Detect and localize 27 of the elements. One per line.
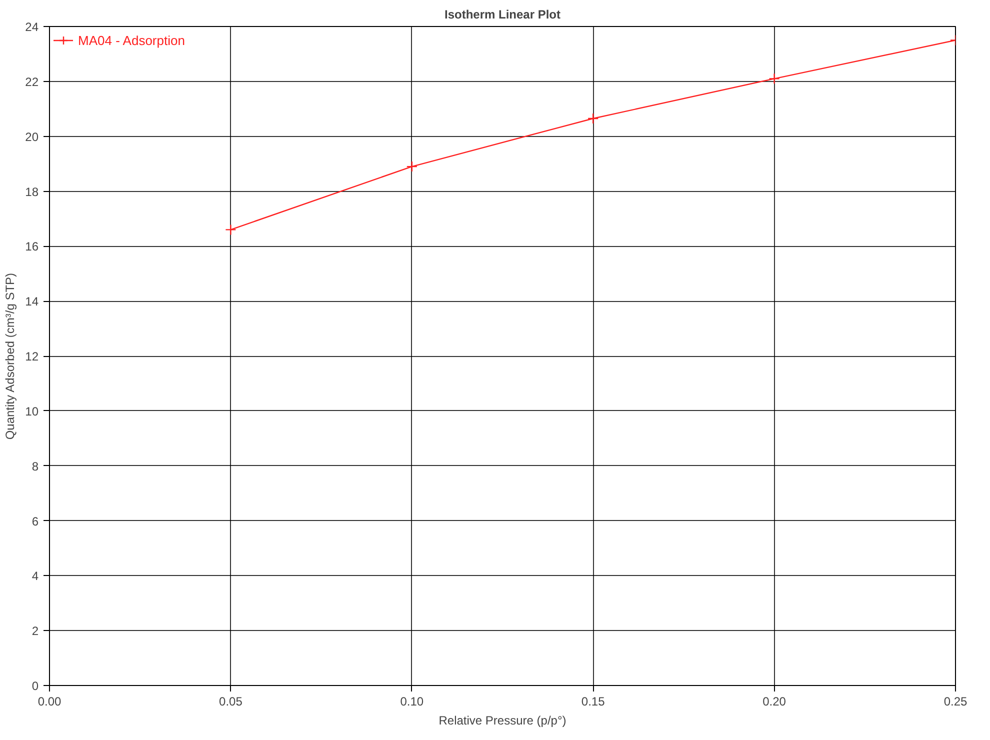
- y-tick-label: 22: [25, 74, 39, 89]
- y-tick-label: 16: [25, 240, 39, 254]
- point: [768, 73, 780, 84]
- y-tick-label: 20: [25, 130, 39, 144]
- y-tick-label: 6: [32, 514, 39, 528]
- x-tick-label: 0.05: [219, 694, 243, 708]
- x-tick-label: 0.15: [581, 694, 606, 708]
- point: [225, 224, 236, 236]
- legend-label: MA04 - Adsorption: [78, 32, 185, 48]
- y-tick-label: 2: [32, 624, 39, 638]
- y-tick-label: 4: [32, 569, 39, 584]
- y-tick-label: 12: [25, 350, 39, 364]
- x-tick-label: 0.20: [762, 694, 786, 708]
- point: [588, 112, 599, 124]
- chart-title: Isotherm Linear Plot: [444, 8, 561, 22]
- y-tick-label: 10: [25, 404, 39, 418]
- x-axis-title: Relative Pressure (p/p°): [438, 714, 566, 728]
- y-tick-label: 14: [25, 294, 39, 309]
- y-tick-label: 24: [25, 20, 39, 34]
- x-tick-label: 0.25: [944, 694, 968, 708]
- point: [406, 160, 418, 172]
- y-tick-label: 18: [25, 184, 39, 199]
- x-tick-label: 0.10: [400, 694, 424, 708]
- y-tick-label: 8: [32, 459, 39, 474]
- y-axis-title: Quantity Adsorbed (cm³/g STP): [3, 272, 18, 440]
- x-tick-label: 0.00: [38, 694, 62, 708]
- y-tick-label: 0: [32, 679, 39, 693]
